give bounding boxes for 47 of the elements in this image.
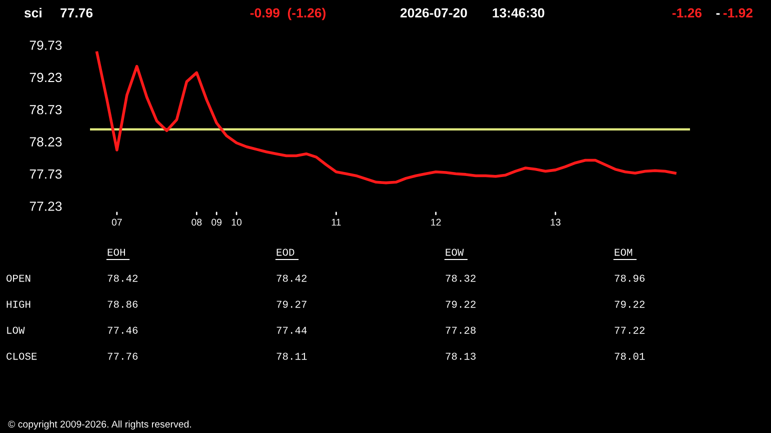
text: 77.44 [276,326,307,334]
y-tick-label: 77.23 [30,202,62,211]
text: 79.22 [446,300,476,308]
text: OPEN [6,274,30,282]
text: LOW [7,326,25,334]
text: 78.32 [446,274,476,282]
text: EOH [108,248,125,256]
text: 77.76 [60,8,93,18]
text: 77.76 [108,352,138,360]
text: 78.96 [614,274,645,282]
y-tick-label: 78.73 [30,104,62,114]
y-tick-label: 79.73 [30,40,62,50]
text: 78.86 [108,300,138,308]
chart-title: sci [24,8,42,18]
text: 78.13 [446,352,476,360]
text: 79.27 [276,300,306,308]
text: EOD [276,248,294,256]
text: 79.22 [614,300,645,308]
x-tick-label: 10 [232,218,242,226]
y-tick-label: 77.73 [30,169,62,179]
text: EOW [446,248,464,256]
text: -1.26 [672,8,702,18]
y-tick-label: 78.23 [30,137,62,147]
text: HIGH [6,300,30,308]
text: 2026-07-20 [400,8,467,18]
text: 78.11 [276,352,307,360]
text: -0.99 (-1.26) [250,8,326,20]
x-tick-label: 12 [431,218,441,226]
text: 78.01 [614,352,645,360]
text: 77.46 [108,326,138,334]
x-tick-label: 07 [112,218,122,226]
text: 77.28 [446,326,476,334]
text: 78.42 [108,274,138,282]
text: -1.92 [723,8,752,18]
text: 78.42 [276,274,307,282]
x-tick-label: 13 [550,218,560,226]
x-tick-label: 11 [332,218,341,226]
text: EOM [614,248,632,256]
text: © copyright 2009-2026. All rights reserved. [8,420,191,430]
line-series [96,51,676,184]
text: 13:46:30 [492,8,544,18]
text: 77.22 [614,326,645,334]
y-tick-label: 79.23 [30,72,62,82]
x-tick-label: 09 [212,218,222,226]
text: CLOSE [6,352,37,360]
text: - [716,13,720,15]
x-tick-label: 08 [192,218,202,226]
